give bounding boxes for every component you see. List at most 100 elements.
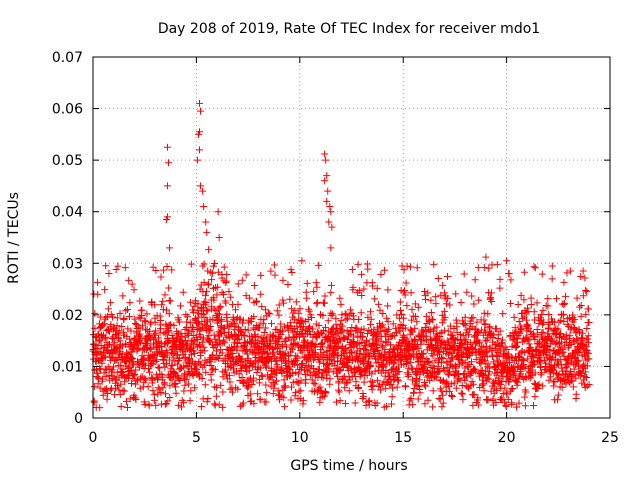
- data-point: [468, 314, 476, 322]
- data-point: [101, 334, 109, 342]
- data-point: [176, 318, 184, 326]
- data-point: [410, 385, 418, 393]
- data-point: [204, 280, 212, 288]
- data-point: [149, 387, 157, 395]
- data-point: [482, 253, 490, 261]
- data-point: [99, 375, 107, 383]
- data-point: [416, 370, 424, 378]
- data-point: [442, 300, 450, 308]
- data-point: [513, 378, 521, 386]
- data-point: [394, 376, 402, 384]
- data-point: [259, 320, 267, 328]
- data-point: [443, 378, 451, 386]
- data-point: [185, 326, 193, 334]
- data-point: [244, 384, 252, 392]
- data-point: [136, 384, 144, 392]
- data-point: [310, 379, 318, 387]
- data-point: [375, 300, 383, 308]
- data-point: [315, 365, 323, 373]
- data-point: [152, 358, 160, 366]
- data-point: [528, 366, 536, 374]
- x-tick-label: 15: [394, 430, 412, 446]
- data-point: [353, 324, 361, 332]
- data-point: [560, 300, 568, 308]
- data-point: [161, 380, 169, 388]
- data-point: [446, 322, 454, 330]
- data-point: [295, 343, 303, 351]
- data-point: [294, 361, 302, 369]
- data-point: [90, 398, 98, 406]
- data-point: [583, 324, 591, 332]
- data-point: [369, 378, 377, 386]
- data-point: [481, 357, 489, 365]
- data-point: [400, 288, 408, 296]
- data-point: [132, 366, 140, 374]
- data-point: [422, 382, 430, 390]
- data-point: [496, 284, 504, 292]
- data-point: [421, 288, 429, 296]
- data-point: [446, 301, 454, 309]
- data-point: [582, 286, 590, 294]
- data-point: [113, 314, 121, 322]
- data-point: [527, 294, 535, 302]
- data-point: [168, 266, 176, 274]
- data-point: [291, 361, 299, 369]
- data-point: [542, 302, 550, 310]
- data-point: [411, 312, 419, 320]
- data-point: [383, 314, 391, 322]
- data-point: [202, 299, 210, 307]
- data-point: [291, 307, 299, 315]
- data-point: [430, 260, 438, 268]
- data-point: [133, 345, 141, 353]
- data-point: [177, 403, 185, 411]
- data-point: [126, 299, 134, 307]
- data-point: [257, 271, 265, 279]
- data-point: [303, 279, 311, 287]
- data-point: [127, 327, 135, 335]
- data-point: [468, 358, 476, 366]
- data-point: [520, 296, 528, 304]
- data-point: [352, 378, 360, 386]
- data-point: [584, 335, 592, 343]
- data-point: [577, 302, 585, 310]
- data-point: [216, 329, 224, 337]
- data-point: [206, 358, 214, 366]
- data-point: [462, 336, 470, 344]
- data-point: [408, 306, 416, 314]
- data-point: [130, 372, 138, 380]
- data-point: [225, 323, 233, 331]
- data-point: [244, 326, 252, 334]
- data-point: [406, 396, 414, 404]
- data-point: [205, 246, 213, 254]
- data-point: [469, 314, 477, 322]
- data-point: [344, 314, 352, 322]
- data-point: [168, 332, 176, 340]
- data-point: [179, 288, 187, 296]
- data-point: [411, 324, 419, 332]
- data-point: [171, 347, 179, 355]
- data-point: [100, 352, 108, 360]
- data-point: [572, 390, 580, 398]
- data-point: [358, 291, 366, 299]
- data-point: [501, 398, 509, 406]
- data-point: [465, 331, 473, 339]
- data-point: [401, 287, 409, 295]
- data-point: [104, 305, 112, 313]
- data-point: [359, 333, 367, 341]
- data-point: [316, 383, 324, 391]
- data-point: [246, 390, 254, 398]
- data-point: [196, 352, 204, 360]
- data-point: [221, 339, 229, 347]
- data-point: [146, 327, 154, 335]
- data-point: [531, 393, 539, 401]
- data-point: [533, 299, 541, 307]
- data-point: [175, 354, 183, 362]
- data-point: [305, 307, 313, 315]
- data-point: [131, 394, 139, 402]
- data-point: [248, 380, 256, 388]
- data-point: [98, 359, 106, 367]
- data-point: [278, 369, 286, 377]
- data-point: [395, 377, 403, 385]
- data-point: [545, 310, 553, 318]
